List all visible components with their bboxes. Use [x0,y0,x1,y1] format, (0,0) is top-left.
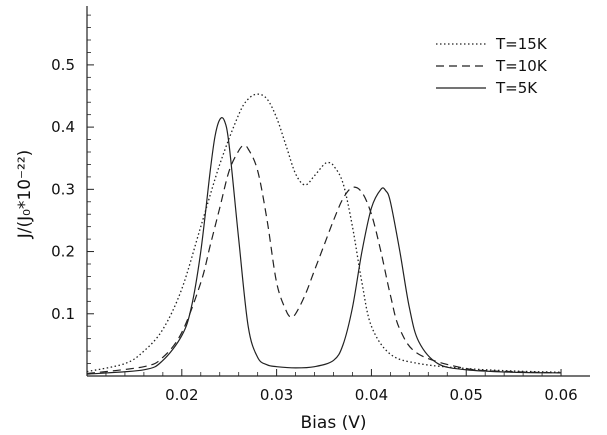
x-tick-label: 0.06 [544,386,577,404]
series-lines [86,93,562,375]
legend-label-t-15k: T=15K [495,35,548,53]
y-tick-label: 0.3 [51,180,75,198]
y-tick-label: 0.2 [51,243,75,261]
x-axis-label: Bias (V) [301,413,367,433]
y-tick-label: 0.4 [51,118,75,136]
x-tick-label: 0.04 [355,386,388,404]
y-axis-label: J/(J₀*10⁻²²) [15,150,35,240]
series-line-t-10k [86,144,562,375]
legend-label-t-5k: T=5K [495,79,538,97]
x-tick-label: 0.05 [450,386,483,404]
x-ticks: 0.02 0.03 0.04 0.05 0.06 [105,369,578,404]
series-line-t-15k [86,93,562,373]
legend-label-t-10k: T=10K [495,57,548,75]
axes [86,6,590,377]
x-tick-label: 0.02 [165,386,198,404]
y-tick-label: 0.1 [51,305,75,323]
legend: T=15K T=10K T=5K [436,35,548,97]
x-tick-label: 0.03 [260,386,293,404]
y-tick-label: 0.5 [51,56,75,74]
series-line-t-5k [86,117,562,375]
y-ticks: 0.1 0.2 0.3 0.4 0.5 [51,14,94,364]
